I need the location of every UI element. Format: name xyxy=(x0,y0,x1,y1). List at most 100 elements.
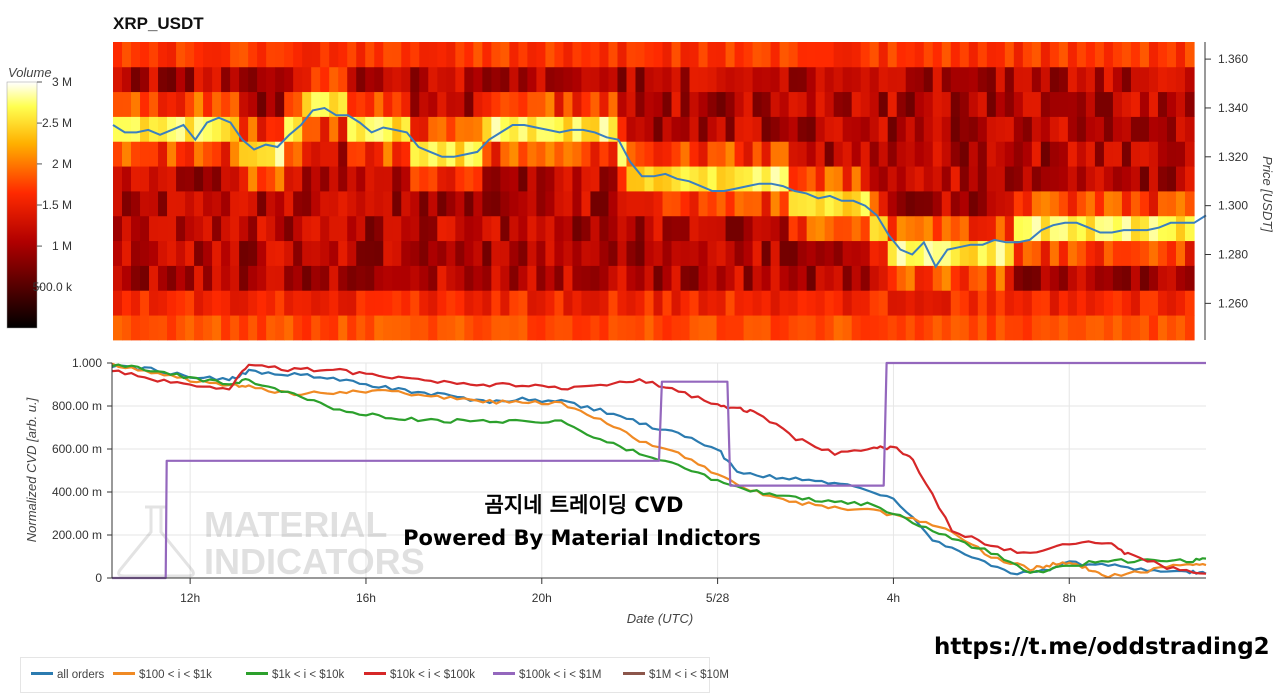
heatmap-cell xyxy=(1085,315,1096,341)
heatmap-cell xyxy=(734,116,745,142)
heatmap-cell xyxy=(1094,315,1105,341)
heatmap-cell xyxy=(374,91,384,117)
legend-item[interactable]: $100k < i < $1M xyxy=(493,669,601,681)
heatmap-cell xyxy=(1022,191,1033,217)
heatmap-cell xyxy=(500,66,510,93)
legend-label: $1k < i < $10k xyxy=(272,669,345,681)
heatmap-cell xyxy=(302,66,312,93)
heatmap-cell xyxy=(122,141,132,167)
heatmap-cell xyxy=(176,240,186,266)
heatmap-cell xyxy=(158,240,168,266)
heatmap-cell xyxy=(806,42,817,68)
heatmap-cell xyxy=(437,191,447,217)
heatmap-cell xyxy=(212,141,222,167)
heatmap-cell xyxy=(311,141,321,167)
heatmap-cell xyxy=(734,66,745,93)
heatmap-cell xyxy=(275,91,285,117)
legend-item[interactable]: $100 < i < $1k xyxy=(113,669,212,681)
heatmap-cell xyxy=(203,42,213,68)
heatmap-cell xyxy=(599,215,610,242)
heatmap-cell xyxy=(545,116,556,142)
heatmap-cell xyxy=(122,265,132,291)
legend-item[interactable]: $10k < i < $100k xyxy=(364,669,475,681)
cvd-line xyxy=(111,363,1207,575)
heatmap-cell xyxy=(635,91,646,117)
heatmap-cell xyxy=(833,42,844,68)
heatmap-cell xyxy=(1013,315,1024,341)
heatmap-cell xyxy=(950,315,961,341)
heatmap-cell xyxy=(518,215,528,242)
heatmap-cell xyxy=(1094,42,1105,68)
heatmap-cell xyxy=(887,191,898,217)
heatmap-cell xyxy=(752,315,763,341)
legend-item[interactable]: $1M < i < $10M xyxy=(623,669,729,681)
heatmap-cell xyxy=(824,240,835,266)
heatmap-cell xyxy=(950,290,961,316)
heatmap-cell xyxy=(707,91,718,117)
heatmap-cell xyxy=(455,290,465,316)
heatmap-cell xyxy=(1121,265,1132,291)
heatmap-cell xyxy=(995,141,1006,167)
heatmap-cell xyxy=(779,215,790,242)
heatmap-cell xyxy=(833,215,844,242)
heatmap-cell xyxy=(257,66,267,93)
heatmap-cell xyxy=(1103,141,1114,167)
legend-item[interactable]: $1k < i < $10k xyxy=(246,669,344,681)
heatmap-cell xyxy=(1049,42,1060,68)
heatmap-cell xyxy=(239,290,249,316)
heatmap-cell xyxy=(860,42,871,68)
heatmap-cell xyxy=(752,141,763,167)
heatmap-cell xyxy=(437,166,447,192)
heatmap-cell xyxy=(176,116,186,142)
heatmap-cell xyxy=(950,42,961,68)
heatmap-cell xyxy=(1175,191,1186,217)
heatmap-cell xyxy=(284,42,294,68)
heatmap-cell xyxy=(1013,42,1024,68)
heatmap-cell xyxy=(473,215,483,242)
heatmap-cell xyxy=(617,141,628,167)
colorbar-tick-label: 1.5 M xyxy=(42,198,72,212)
heatmap-cell xyxy=(653,215,664,242)
heatmap-cell xyxy=(842,141,853,167)
heatmap-cell xyxy=(473,290,483,316)
heatmap-cell xyxy=(1139,191,1150,217)
heatmap-cell xyxy=(1157,141,1168,167)
heatmap-cell xyxy=(716,240,727,266)
heatmap-cell xyxy=(293,315,303,341)
heatmap-cell xyxy=(149,315,159,341)
heatmap-cell xyxy=(140,66,150,93)
heatmap-cell xyxy=(212,66,222,93)
heatmap-cell xyxy=(491,42,501,68)
heatmap-cell xyxy=(1166,141,1177,167)
heatmap-cell xyxy=(446,240,456,266)
heatmap-cell xyxy=(1004,116,1015,142)
heatmap-cell xyxy=(311,66,321,93)
heatmap-cell xyxy=(734,315,745,341)
heatmap-cell xyxy=(1085,42,1096,68)
heatmap-cell xyxy=(779,265,790,291)
legend-swatch xyxy=(493,672,515,676)
heatmap-cell xyxy=(1175,215,1186,242)
heatmap-cell xyxy=(212,91,222,117)
heatmap-cell xyxy=(581,116,592,142)
heatmap-cell xyxy=(878,66,889,93)
heatmap-cell xyxy=(203,91,213,117)
heatmap-cell xyxy=(788,240,799,266)
heatmap-cell xyxy=(464,166,474,192)
heatmap-cell xyxy=(608,315,619,341)
heatmap-cell xyxy=(1112,91,1123,117)
heatmap-cell xyxy=(1166,66,1177,93)
heatmap-cell xyxy=(1076,265,1087,291)
heatmap-cell xyxy=(428,290,438,316)
heatmap-cell xyxy=(725,166,736,192)
heatmap-cell xyxy=(833,116,844,142)
heatmap-cell xyxy=(554,315,565,341)
heatmap-cell xyxy=(869,215,880,242)
heatmap-cell xyxy=(698,166,709,192)
heatmap-cell xyxy=(1013,116,1024,142)
legend-item[interactable]: all orders xyxy=(31,669,104,681)
heatmap-cell xyxy=(1148,265,1159,291)
heatmap-cell xyxy=(680,166,691,192)
heatmap-cell xyxy=(815,215,826,242)
